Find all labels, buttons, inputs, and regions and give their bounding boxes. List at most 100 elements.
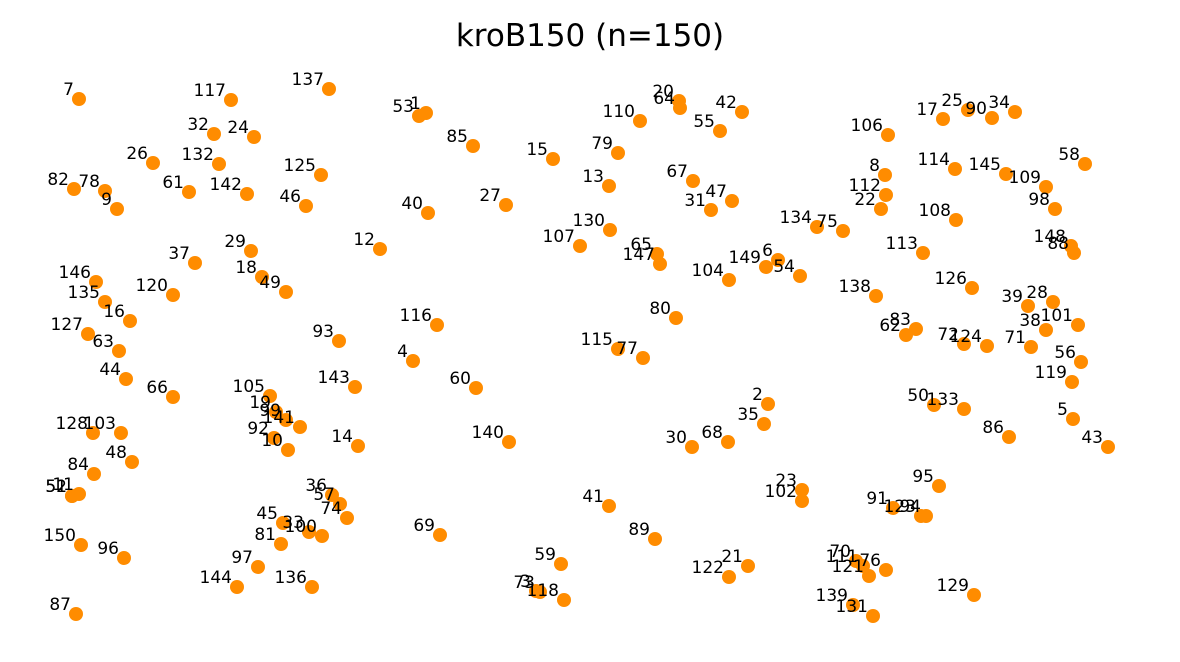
point-label-43: 43: [1081, 428, 1103, 448]
data-point-47: [725, 194, 739, 208]
data-point-121: [862, 569, 876, 583]
data-point-129: [967, 588, 981, 602]
point-label-5: 5: [1057, 400, 1068, 420]
point-label-3: 3: [520, 572, 531, 592]
point-label-107: 107: [543, 227, 575, 247]
data-point-146: [89, 275, 103, 289]
point-label-14: 14: [331, 427, 353, 447]
point-label-1: 1: [410, 94, 421, 114]
point-label-70: 70: [829, 542, 851, 562]
point-label-98: 98: [1028, 190, 1050, 210]
point-label-148: 148: [1034, 227, 1066, 247]
data-point-61: [182, 185, 196, 199]
point-label-15: 15: [526, 140, 548, 160]
point-label-137: 137: [292, 70, 324, 90]
point-label-116: 116: [400, 306, 432, 326]
data-point-140: [502, 435, 516, 449]
point-label-132: 132: [182, 145, 214, 165]
point-label-97: 97: [231, 548, 253, 568]
data-point-84: [87, 467, 101, 481]
point-label-114: 114: [918, 150, 950, 170]
point-label-62: 62: [879, 316, 901, 336]
data-point-147: [653, 257, 667, 271]
data-point-4: [406, 354, 420, 368]
point-label-99: 99: [259, 401, 281, 421]
data-point-126: [965, 281, 979, 295]
data-point-77: [636, 351, 650, 365]
data-point-134: [810, 220, 824, 234]
data-point-34: [1008, 105, 1022, 119]
data-point-137: [322, 82, 336, 96]
data-point-59: [554, 557, 568, 571]
data-point-133: [957, 402, 971, 416]
point-label-64: 64: [653, 89, 675, 109]
point-label-91: 91: [866, 489, 888, 509]
data-point-113: [916, 246, 930, 260]
data-point-46: [299, 199, 313, 213]
data-point-102: [795, 494, 809, 508]
point-label-122: 122: [692, 558, 724, 578]
point-label-8: 8: [869, 156, 880, 176]
point-label-85: 85: [446, 127, 468, 147]
point-label-106: 106: [851, 116, 883, 136]
data-point-136: [305, 580, 319, 594]
point-label-96: 96: [97, 539, 119, 559]
point-label-22: 22: [854, 190, 876, 210]
data-point-8: [878, 168, 892, 182]
data-point-118: [557, 593, 571, 607]
point-label-39: 39: [1001, 287, 1023, 307]
data-point-50: [927, 398, 941, 412]
point-label-6: 6: [762, 241, 773, 261]
point-label-83: 83: [889, 310, 911, 330]
point-label-61: 61: [162, 173, 184, 193]
point-label-135: 135: [68, 283, 100, 303]
point-label-121: 121: [832, 557, 864, 577]
data-point-27: [499, 198, 513, 212]
data-point-116: [430, 318, 444, 332]
data-point-132: [212, 157, 226, 171]
data-point-10: [281, 443, 295, 457]
data-point-97: [251, 560, 265, 574]
data-point-75: [836, 224, 850, 238]
point-label-57: 57: [313, 485, 335, 505]
point-label-42: 42: [715, 93, 737, 113]
point-label-72: 72: [937, 325, 959, 345]
point-label-147: 147: [623, 245, 655, 265]
data-point-100: [315, 529, 329, 543]
point-label-142: 142: [210, 175, 242, 195]
data-point-120: [166, 288, 180, 302]
point-label-105: 105: [233, 377, 265, 397]
data-point-23: [795, 483, 809, 497]
point-label-145: 145: [969, 155, 1001, 175]
point-label-124: 124: [950, 327, 982, 347]
data-point-106: [881, 128, 895, 142]
point-label-131: 131: [836, 597, 868, 617]
data-point-16: [123, 314, 137, 328]
data-point-74: [340, 511, 354, 525]
data-point-66: [166, 390, 180, 404]
point-label-38: 38: [1019, 311, 1041, 331]
point-label-120: 120: [136, 276, 168, 296]
data-point-112: [879, 188, 893, 202]
data-point-57: [333, 497, 347, 511]
data-point-13: [602, 179, 616, 193]
data-point-54: [793, 269, 807, 283]
data-point-73: [533, 585, 547, 599]
data-point-2: [761, 397, 775, 411]
data-point-93: [332, 334, 346, 348]
data-point-104: [722, 273, 736, 287]
data-point-96: [117, 551, 131, 565]
data-point-135: [98, 295, 112, 309]
point-label-77: 77: [616, 339, 638, 359]
data-point-143: [348, 380, 362, 394]
point-label-130: 130: [573, 211, 605, 231]
point-label-141: 141: [263, 408, 295, 428]
point-label-21: 21: [721, 547, 743, 567]
data-point-31: [704, 203, 718, 217]
data-point-68: [721, 435, 735, 449]
data-point-125: [314, 168, 328, 182]
data-point-29: [244, 244, 258, 258]
data-point-12: [373, 242, 387, 256]
data-point-15: [546, 152, 560, 166]
